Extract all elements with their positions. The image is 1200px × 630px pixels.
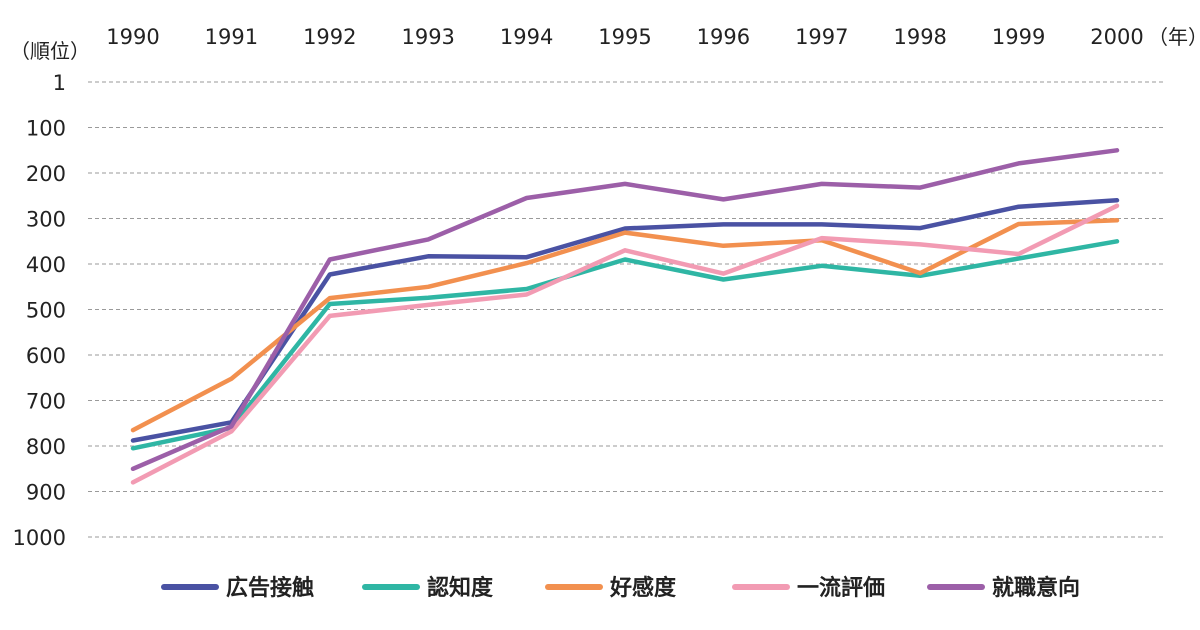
x-tick-label: 1991	[205, 25, 258, 49]
x-tick-label: 1996	[697, 25, 750, 49]
x-tick-label: 1994	[500, 25, 553, 49]
legend-label: 広告接触	[226, 575, 314, 601]
y-tick-label: 1	[53, 71, 66, 95]
y-tick-label: 100	[26, 117, 66, 141]
y-tick-label: 700	[26, 390, 66, 414]
x-tick-label: 1998	[893, 25, 946, 49]
x-tick-label: 1995	[598, 25, 651, 49]
y-tick-label: 300	[26, 208, 66, 232]
x-tick-label: 1999	[992, 25, 1045, 49]
x-tick-label: 1997	[795, 25, 848, 49]
legend-label: 好感度	[609, 575, 677, 601]
legend: 広告接触 認知度 好感度 一流評価 就職意向	[161, 575, 1080, 601]
y-axis-ticks: 1 100 200 300 400 500 600 700 800 900 1000	[13, 71, 66, 550]
grid	[88, 81, 1165, 538]
x-tick-label: 1993	[401, 25, 454, 49]
y-tick-label: 800	[26, 435, 66, 459]
x-axis-unit-label: （年）	[1148, 25, 1200, 49]
y-tick-label: 1000	[13, 526, 66, 550]
y-tick-label: 400	[26, 253, 66, 277]
x-tick-label: 1990	[106, 25, 159, 49]
y-tick-label: 500	[26, 299, 66, 323]
legend-label: 就職意向	[992, 575, 1080, 601]
y-tick-label: 900	[26, 481, 66, 505]
x-axis-ticks: 1990 1991 1992 1993 1994 1995 1996 1997 1998 1999…	[106, 25, 1143, 49]
series-lines	[130, 148, 1120, 485]
legend-label: 認知度	[427, 575, 494, 601]
series-line	[130, 218, 1120, 433]
y-tick-label: 200	[26, 162, 66, 186]
legend-label: 一流評価	[797, 575, 885, 601]
series-line	[130, 239, 1120, 451]
series-line	[130, 198, 1120, 443]
y-axis-unit-label: （順位）	[10, 39, 90, 63]
x-tick-label: 2000	[1090, 25, 1143, 49]
x-tick-label: 1992	[303, 25, 356, 49]
series-line	[130, 203, 1120, 485]
y-tick-label: 600	[26, 344, 66, 368]
series-line	[130, 148, 1120, 472]
